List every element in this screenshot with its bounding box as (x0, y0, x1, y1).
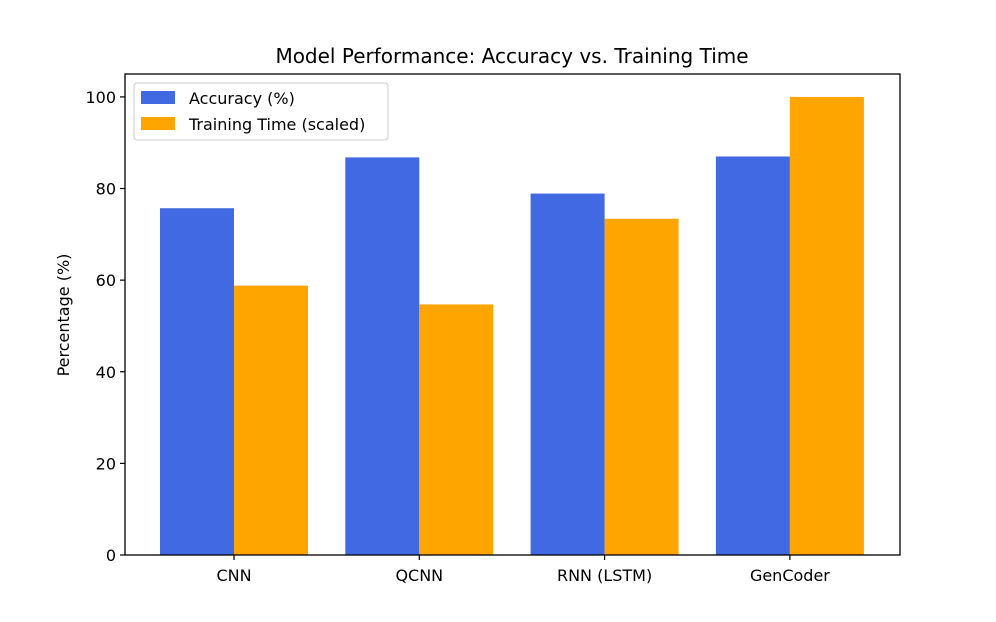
y-axis-label: Percentage (%) (54, 254, 73, 377)
bars-group (160, 96, 864, 556)
bar-training-time-3 (789, 96, 864, 556)
bar-accuracy-3 (715, 156, 790, 555)
y-tick-label-5: 100 (85, 88, 116, 107)
y-tick-label-2: 40 (96, 363, 116, 382)
x-tick-label-0: CNN (216, 566, 251, 585)
bar-accuracy-2 (530, 193, 605, 555)
x-tick-label-3: GenCoder (750, 566, 830, 585)
x-axis: CNN QCNN RNN (LSTM) GenCoder (216, 555, 830, 585)
y-axis: 0 20 40 60 80 100 (85, 88, 125, 565)
legend-box (133, 82, 389, 141)
bar-training-time-1 (419, 304, 494, 555)
bar-accuracy-0 (160, 208, 234, 555)
bar-training-time-2 (604, 218, 679, 555)
plot-frame (124, 73, 901, 556)
y-tick-label-3: 60 (96, 271, 116, 290)
legend-label-0: Accuracy (%) (189, 89, 295, 108)
y-tick-label-1: 20 (96, 454, 116, 473)
bar-accuracy-1 (345, 157, 420, 555)
legend-label-1: Training Time (scaled) (188, 115, 365, 134)
y-tick-label-4: 80 (96, 180, 116, 199)
chart-title: Model Performance: Accuracy vs. Training… (275, 44, 748, 68)
y-tick-label-0: 0 (106, 546, 116, 565)
bar-training-time-0 (234, 285, 308, 555)
x-tick-label-2: RNN (LSTM) (557, 566, 652, 585)
x-tick-label-1: QCNN (395, 566, 443, 585)
legend-swatch-1 (141, 117, 175, 130)
legend-swatch-0 (141, 91, 175, 104)
legend: Accuracy (%) Training Time (scaled) (133, 82, 389, 141)
